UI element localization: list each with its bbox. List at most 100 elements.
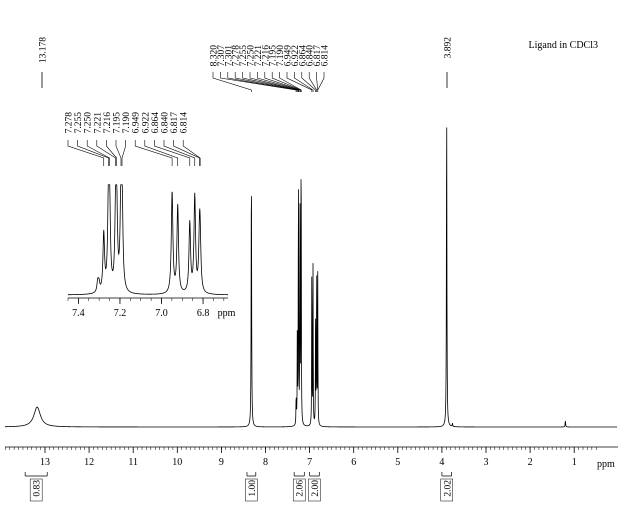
x-axis-label: ppm bbox=[597, 459, 615, 470]
peak-label-connector bbox=[264, 72, 301, 92]
x-axis-tick-label: 12 bbox=[84, 457, 94, 468]
peak-label-connector bbox=[249, 72, 299, 92]
inset-peak-label: 6.840 bbox=[161, 112, 171, 134]
integral-box bbox=[245, 478, 258, 502]
inset-peak-label: 7.278 bbox=[65, 112, 75, 134]
inset-peak-label: 6.817 bbox=[170, 112, 180, 134]
inset-tick-label: 7.4 bbox=[72, 308, 85, 319]
peak-label: 8.320 bbox=[210, 45, 220, 67]
peak-label: 7.221 bbox=[254, 45, 264, 67]
peak-label-connector bbox=[279, 72, 302, 92]
peak-label: 6.814 bbox=[321, 45, 331, 67]
inset-label-connector bbox=[144, 140, 179, 166]
peak-label-connector bbox=[316, 72, 318, 92]
inset-label-connector bbox=[96, 140, 116, 166]
peak-label-connector bbox=[220, 72, 297, 92]
inset-peak-label: 6.949 bbox=[132, 112, 142, 134]
x-axis-tick-label: 2 bbox=[528, 457, 533, 468]
integral-bracket bbox=[441, 472, 452, 477]
inset-plot: 7.4 7.2 7.0 6.8 ppm 7.278 7.255 7.250 7.221 7.216… bbox=[65, 112, 236, 319]
inset-peak-label: 7.255 bbox=[74, 112, 84, 134]
peak-label: 7.195 bbox=[269, 45, 279, 67]
peak-label-connector bbox=[286, 72, 313, 92]
peak-label: 6.922 bbox=[291, 45, 301, 67]
peak-label: 13.178 bbox=[39, 37, 49, 63]
peak-label-connector bbox=[227, 72, 297, 92]
inset-label-connector bbox=[163, 140, 196, 166]
x-axis-tick-label: 9 bbox=[219, 457, 224, 468]
integral-box bbox=[29, 478, 43, 502]
integral-value: 2.00 bbox=[311, 480, 321, 497]
chart-title: Ligand in CDCl3 bbox=[529, 40, 598, 51]
peak-label-connector bbox=[234, 72, 298, 92]
inset-peak-label: 7.250 bbox=[84, 112, 94, 134]
integral-value: 1.00 bbox=[248, 480, 258, 497]
integral-value: 0.83 bbox=[33, 480, 43, 497]
peak-label: 7.301 bbox=[224, 45, 234, 67]
inset-peak-label: 6.922 bbox=[141, 112, 151, 134]
inset-label-connector bbox=[134, 140, 173, 166]
peak-label: 7.190 bbox=[276, 45, 286, 67]
integral-bracket bbox=[293, 472, 305, 477]
peak-label-connector bbox=[212, 72, 252, 92]
main-plot bbox=[5, 127, 617, 428]
peak-label: 7.307 bbox=[217, 45, 227, 67]
x-axis-tick-label: 11 bbox=[128, 457, 138, 468]
inset-peak-label: 7.221 bbox=[93, 112, 103, 134]
peak-label: 6.817 bbox=[313, 45, 323, 67]
inset-trace bbox=[68, 184, 228, 296]
x-axis-tick-label: 13 bbox=[40, 457, 50, 468]
inset-label-connector bbox=[121, 140, 126, 166]
inset-x-label: ppm bbox=[218, 308, 236, 319]
integral-bracket bbox=[246, 472, 257, 477]
inset-label-connector bbox=[115, 140, 122, 166]
peak-label: 6.864 bbox=[298, 45, 308, 67]
x-axis-tick-label: 6 bbox=[351, 457, 356, 468]
inset-peak-label: 7.195 bbox=[113, 112, 123, 134]
inset-peak-label: 6.814 bbox=[180, 112, 190, 134]
peak-label-connector bbox=[317, 72, 325, 92]
integral-bracket bbox=[24, 472, 48, 477]
x-axis: 13 12 11 10 9 8 7 6 5 4 3 2 1 bbox=[5, 446, 618, 468]
integral-box bbox=[440, 478, 454, 502]
integral-bracket bbox=[309, 472, 320, 477]
peak-label: 7.250 bbox=[247, 45, 257, 67]
peak-label: 7.278 bbox=[232, 45, 242, 67]
inset-label-connector bbox=[77, 140, 109, 166]
spectrum-trace bbox=[5, 127, 617, 428]
inset-tick-label: 7.0 bbox=[155, 308, 168, 319]
integral-box bbox=[308, 478, 321, 502]
peak-label: 6.840 bbox=[306, 45, 316, 67]
x-axis-tick-label: 8 bbox=[263, 457, 268, 468]
peak-label-connector bbox=[294, 72, 314, 92]
peak-label: 3.892 bbox=[444, 37, 454, 59]
peak-label: 6.949 bbox=[284, 45, 294, 67]
inset-peak-label: 6.864 bbox=[151, 112, 161, 134]
peak-label-connector bbox=[308, 72, 317, 92]
peak-label-connector bbox=[301, 72, 316, 92]
inset-label-connector bbox=[182, 140, 201, 166]
peak-label: 7.216 bbox=[261, 45, 271, 67]
x-axis-tick-label: 5 bbox=[395, 457, 400, 468]
integral-value: 2.06 bbox=[296, 480, 306, 497]
inset-label-connector bbox=[154, 140, 191, 166]
inset-peak-label: 7.190 bbox=[122, 112, 132, 134]
x-axis-tick-label: 1 bbox=[572, 457, 577, 468]
inset-tick-label: 6.8 bbox=[197, 308, 210, 319]
x-axis-tick-label: 7 bbox=[307, 457, 312, 468]
peak-labels: 13.178 3.892 8.3207.3077.3017.2787.2557.25… bbox=[39, 37, 454, 92]
integral-box bbox=[292, 478, 306, 502]
integral-value: 2.02 bbox=[443, 480, 453, 497]
inset-tick-label: 7.2 bbox=[114, 308, 127, 319]
inset-label-connector bbox=[67, 140, 105, 166]
inset-label-connector bbox=[173, 140, 200, 166]
integrals: 0.83 1.00 2.06 2.00 2.02 bbox=[24, 472, 454, 502]
x-axis-tick-label: 10 bbox=[172, 457, 182, 468]
x-axis-tick-label: 4 bbox=[439, 457, 444, 468]
inset-peak-label: 7.216 bbox=[103, 112, 113, 134]
inset-label-connector bbox=[86, 140, 110, 166]
peak-label: 7.255 bbox=[239, 45, 249, 67]
inset-label-connector bbox=[106, 140, 117, 166]
x-axis-tick-label: 3 bbox=[484, 457, 489, 468]
